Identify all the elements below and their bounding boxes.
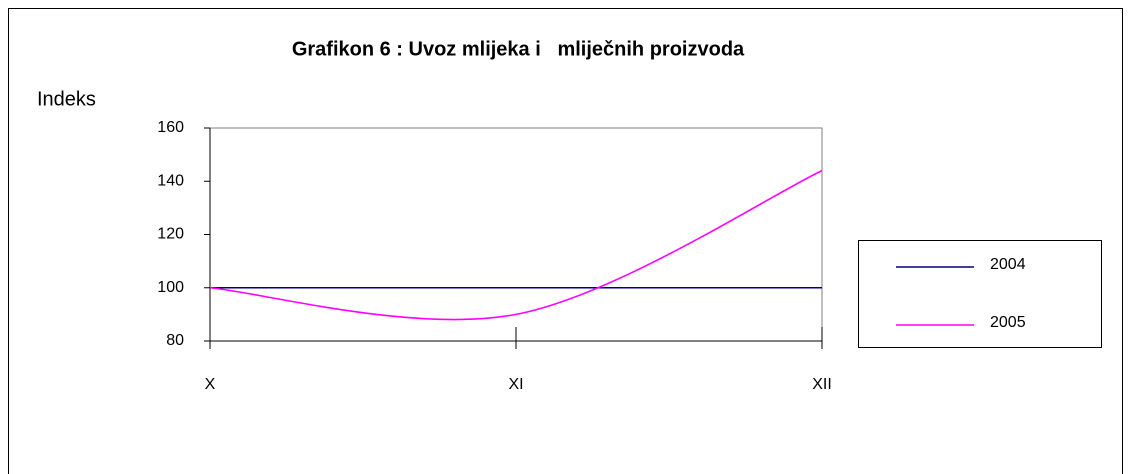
x-tick-label: XII — [812, 376, 832, 393]
legend-box — [858, 240, 1102, 348]
y-axis-label: Indeks — [37, 88, 96, 110]
legend-label: 2005 — [990, 314, 1026, 331]
chart-border — [8, 8, 1123, 474]
y-tick-label: 80 — [166, 332, 184, 349]
y-tick-label: 140 — [157, 172, 184, 189]
y-tick-label: 100 — [157, 279, 184, 296]
series-line — [209, 169, 823, 321]
y-tick-label: 160 — [157, 119, 184, 136]
x-tick-label: XI — [508, 376, 523, 393]
chart-title: Grafikon 6 : Uvoz mlijeka i mliječnih pr… — [292, 38, 745, 60]
plot-area — [209, 127, 823, 342]
legend-label: 2004 — [990, 256, 1026, 273]
x-tick-label: X — [205, 376, 216, 393]
y-tick-label: 120 — [157, 226, 184, 243]
